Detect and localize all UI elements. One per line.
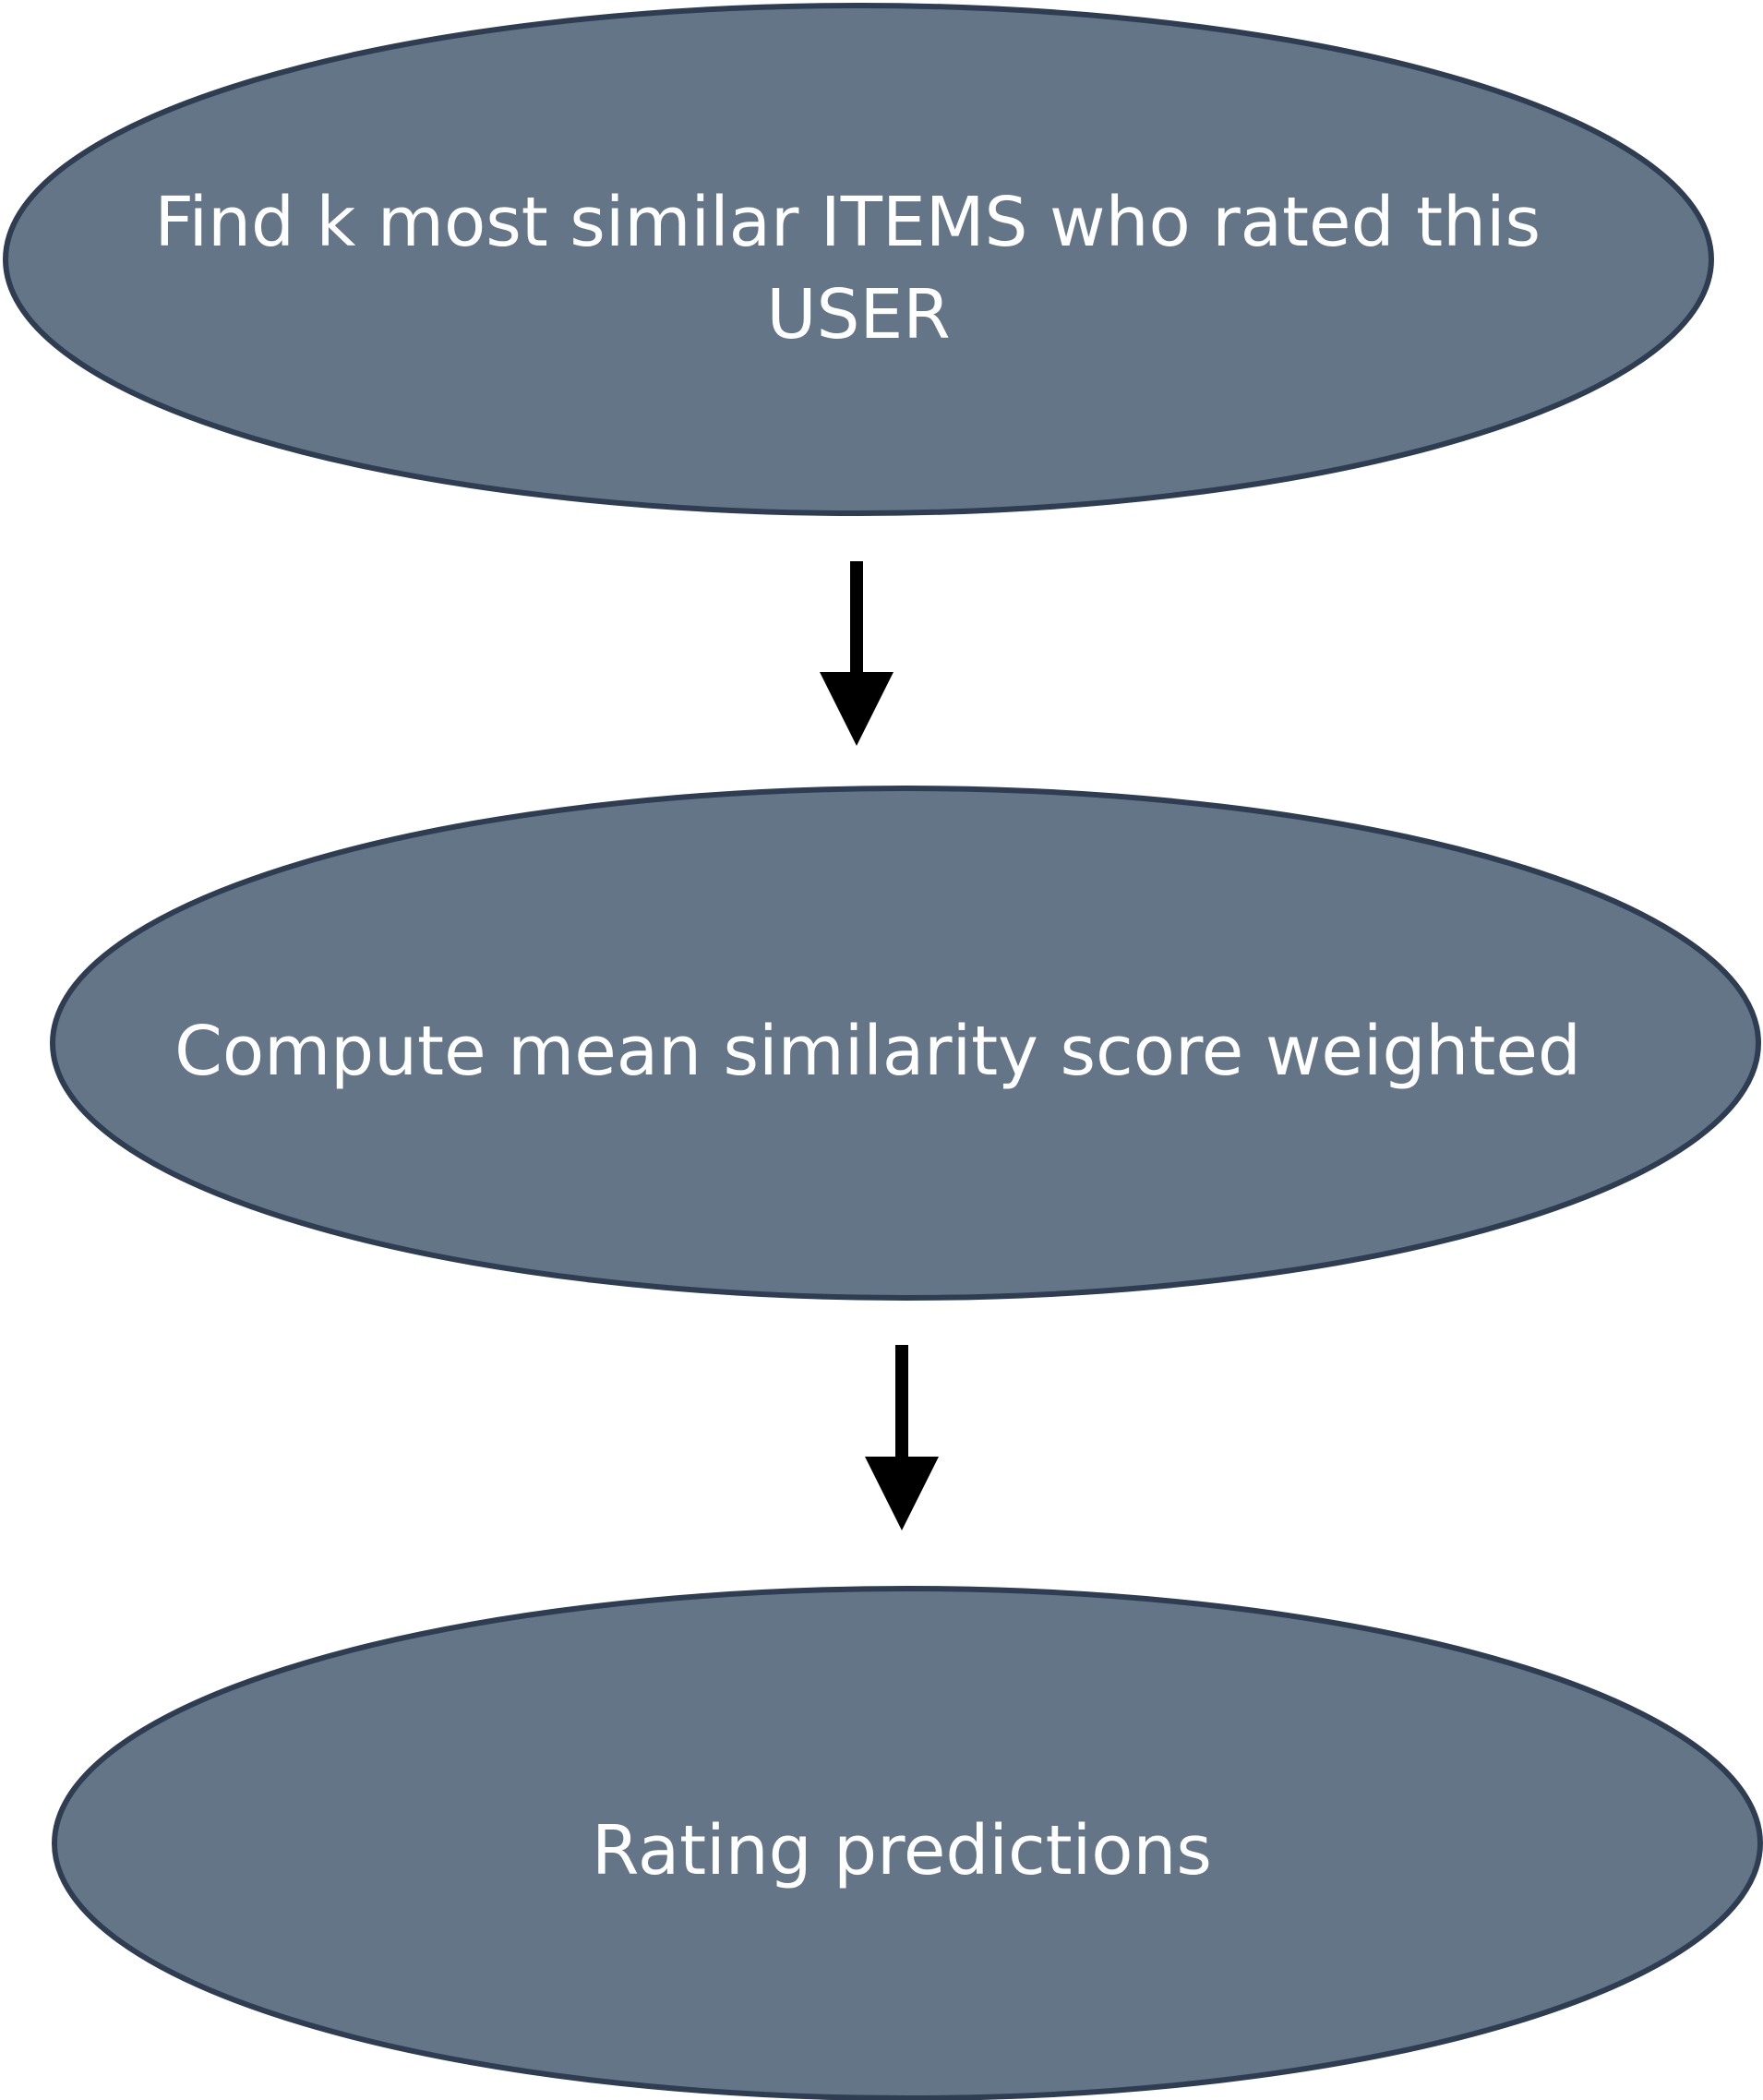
node-find-similar-line-2: USER: [766, 275, 950, 354]
edge-compute-mean-to-rating-predictions: [865, 1345, 939, 1530]
node-compute-mean-line-1: Compute mean similarity score weighted: [174, 1012, 1581, 1091]
node-find-similar-text: Find k most similar ITEMS who rated this…: [154, 183, 1562, 354]
node-rating-predictions: Rating predictions: [52, 1586, 1763, 2100]
node-find-similar-line-1: Find k most similar ITEMS who rated this: [154, 183, 1541, 262]
node-compute-mean-text: Compute mean similarity score weighted: [174, 1012, 1581, 1091]
node-compute-mean-shape: [50, 786, 1761, 1301]
edge-find-similar-to-compute-mean: [820, 561, 893, 746]
node-rating-predictions-line-1: Rating predictions: [592, 1811, 1212, 1890]
arrow-2-head: [865, 1457, 939, 1530]
node-find-similar-shape: [3, 3, 1714, 516]
node-find-similar: Find k most similar ITEMS who rated this…: [3, 3, 1714, 516]
arrow-1-head: [820, 672, 893, 746]
node-compute-mean: Compute mean similarity score weighted: [50, 786, 1761, 1301]
node-rating-predictions-text: Rating predictions: [592, 1811, 1212, 1890]
node-rating-predictions-shape: [52, 1586, 1763, 2100]
